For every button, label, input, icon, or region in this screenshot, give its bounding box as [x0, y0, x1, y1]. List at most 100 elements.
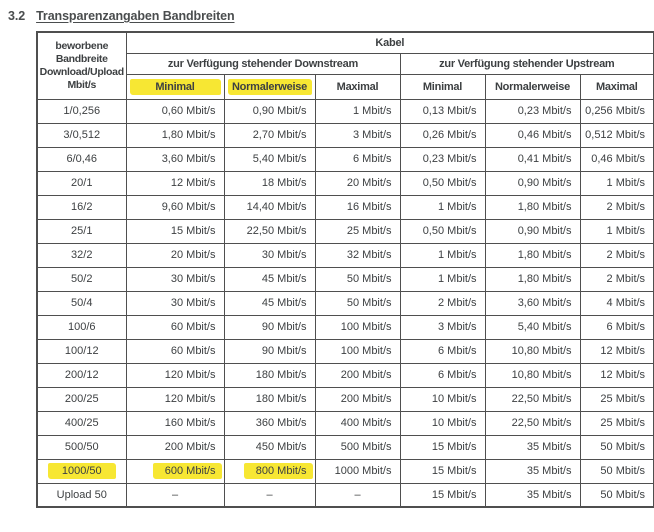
bandwidth-value-cell: 60 Mbit/s: [125, 314, 225, 340]
bandwidth-label-cell: 400/25: [36, 410, 127, 436]
subheader-downstream-maximal: Maximal: [314, 73, 401, 100]
bandwidth-value-cell: 3 Mbit/s: [399, 314, 486, 340]
highlight-mark: 600 Mbit/s: [152, 463, 222, 479]
bandwidth-value-cell: 15 Mbit/s: [125, 218, 225, 244]
bandwidth-value-cell: 50 Mbit/s: [579, 482, 654, 508]
table-row: 1000/50 600 Mbit/s 800 Mbit/s 1000 Mbit/s 15…: [36, 458, 654, 484]
bandwidth-value-cell: 90 Mbit/s: [223, 314, 316, 340]
bandwidth-value-cell: 2 Mbit/s: [579, 266, 654, 292]
header-kabel: Kabel: [125, 31, 654, 54]
bandwidth-value-cell: 50 Mbit/s: [579, 434, 654, 460]
bandwidth-value-cell: 50 Mbit/s: [579, 458, 654, 484]
bandwidth-value-cell: 12 Mbit/s: [125, 170, 225, 196]
bandwidth-label-cell: 16/2: [36, 194, 127, 220]
bandwidth-label-cell: 32/2: [36, 242, 127, 268]
table-row: 200/25 120 Mbit/s 180 Mbit/s 200 Mbit/s 10 M…: [36, 386, 654, 412]
bandwidth-value-cell: 0,512 Mbit/s: [579, 122, 654, 148]
bandwidth-value-cell: 18 Mbit/s: [223, 170, 316, 196]
bandwidth-value-cell: 25 Mbit/s: [579, 410, 654, 436]
bandwidth-label-cell: 50/2: [36, 266, 127, 292]
bandwidth-label-cell: 6/0,46: [36, 146, 127, 172]
bandwidth-value-cell: 14,40 Mbit/s: [223, 194, 316, 220]
bandwidth-value-cell: 1 Mbit/s: [399, 242, 486, 268]
bandwidth-value-cell: 0,60 Mbit/s: [125, 98, 225, 124]
bandwidth-value-cell: 22,50 Mbit/s: [223, 218, 316, 244]
bandwidth-value-cell: 5,40 Mbit/s: [223, 146, 316, 172]
bandwidth-value-cell: 1000 Mbit/s: [314, 458, 401, 484]
header-downstream: zur Verfügung stehender Downstream: [125, 52, 401, 75]
bandwidth-value-cell: 0,46 Mbit/s: [579, 146, 654, 172]
bandwidth-value-cell: 6 Mbit/s: [399, 362, 486, 388]
bandwidth-value-cell: 0,50 Mbit/s: [399, 170, 486, 196]
bandwidth-value-cell: 1,80 Mbit/s: [125, 122, 225, 148]
header-row-group: beworbene Bandbreite Download/Upload Mbi…: [36, 31, 654, 100]
bandwidth-value-cell: 10,80 Mbit/s: [484, 362, 581, 388]
bandwidth-value-cell: 360 Mbit/s: [223, 410, 316, 436]
table-row: 1/0,256 0,60 Mbit/s 0,90 Mbit/s 1 Mbit/s 0,1…: [36, 98, 654, 124]
bandwidth-value-cell: 0,90 Mbit/s: [484, 170, 581, 196]
bandwidth-value-cell: 1,80 Mbit/s: [484, 194, 581, 220]
highlight-mark: 800 Mbit/s: [243, 463, 313, 479]
bandwidth-label-cell: 500/50: [36, 434, 127, 460]
bandwidth-value-cell: 45 Mbit/s: [223, 290, 316, 316]
bandwidth-value-cell: 22,50 Mbit/s: [484, 410, 581, 436]
bandwidth-value-cell: 0,50 Mbit/s: [399, 218, 486, 244]
bandwidth-value-cell: 4 Mbit/s: [579, 290, 654, 316]
bandwidth-label-cell: 1000/50: [36, 458, 127, 484]
bandwidth-value-cell: 35 Mbit/s: [484, 482, 581, 508]
header-row-minmax: Minimal Normalerweise Maximal Minimal No…: [37, 73, 654, 100]
bandwidth-value-cell: 6 Mbit/s: [579, 314, 654, 340]
subheader-downstream-normalerweise: Normalerweise: [223, 73, 316, 100]
bandwidth-value-cell: 1,80 Mbit/s: [484, 242, 581, 268]
bandwidth-value-cell: 10,80 Mbit/s: [484, 338, 581, 364]
subheader-upstream-normalerweise: Normalerweise: [484, 73, 581, 100]
bandwidth-value-cell: 450 Mbit/s: [223, 434, 316, 460]
table-row: 32/2 20 Mbit/s 30 Mbit/s 32 Mbit/s 1 Mbit/s 1…: [36, 242, 654, 268]
bandwidth-value-cell: 500 Mbit/s: [314, 434, 401, 460]
bandwidth-value-cell: 0,23 Mbit/s: [399, 146, 486, 172]
bandwidth-value-cell: 1 Mbit/s: [314, 98, 401, 124]
table-row: 20/1 12 Mbit/s 18 Mbit/s 20 Mbit/s 0,50 Mbit…: [36, 170, 654, 196]
bandwidth-table: beworbene Bandbreite Download/Upload Mbi…: [36, 31, 654, 508]
bandwidth-value-cell: 90 Mbit/s: [223, 338, 316, 364]
bandwidth-value-cell: 1,80 Mbit/s: [484, 266, 581, 292]
bandwidth-value-cell: 0,90 Mbit/s: [223, 98, 316, 124]
bandwidth-value-cell: 16 Mbit/s: [314, 194, 401, 220]
table-row: 6/0,46 3,60 Mbit/s 5,40 Mbit/s 6 Mbit/s 0,23…: [36, 146, 654, 172]
bandwidth-value-cell: 200 Mbit/s: [314, 362, 401, 388]
bandwidth-value-cell: 35 Mbit/s: [484, 434, 581, 460]
section-title: Transparenzangaben Bandbreiten: [36, 9, 235, 23]
bandwidth-value-cell: 2 Mbit/s: [399, 290, 486, 316]
bandwidth-label-cell: 100/6: [36, 314, 127, 340]
bandwidth-label-cell: 25/1: [36, 218, 127, 244]
bandwidth-value-cell: 20 Mbit/s: [125, 242, 225, 268]
bandwidth-value-cell: 100 Mbit/s: [314, 314, 401, 340]
bandwidth-value-cell: 0,90 Mbit/s: [484, 218, 581, 244]
bandwidth-value-cell: 400 Mbit/s: [314, 410, 401, 436]
header-upstream: zur Verfügung stehender Upstream: [399, 52, 654, 75]
bandwidth-value-cell: 50 Mbit/s: [314, 290, 401, 316]
bandwidth-value-cell: 45 Mbit/s: [223, 266, 316, 292]
bandwidth-value-cell: 0,41 Mbit/s: [484, 146, 581, 172]
bandwidth-value-cell: 200 Mbit/s: [314, 386, 401, 412]
table-row: 50/2 30 Mbit/s 45 Mbit/s 50 Mbit/s 1 Mbit/s 1…: [36, 266, 654, 292]
bandwidth-value-cell: 200 Mbit/s: [125, 434, 225, 460]
bandwidth-value-cell: 30 Mbit/s: [223, 242, 316, 268]
bandwidth-value-cell: 3,60 Mbit/s: [125, 146, 225, 172]
bandwidth-value-cell: 50 Mbit/s: [314, 266, 401, 292]
bandwidth-value-cell: 2,70 Mbit/s: [223, 122, 316, 148]
bandwidth-value-cell: 9,60 Mbit/s: [125, 194, 225, 220]
bandwidth-value-cell: 12 Mbit/s: [579, 362, 654, 388]
bandwidth-label-cell: 20/1: [36, 170, 127, 196]
table-row: 400/25 160 Mbit/s 360 Mbit/s 400 Mbit/s 10 M…: [36, 410, 654, 436]
header-advertised-bandwidth: beworbene Bandbreite Download/Upload Mbi…: [36, 31, 127, 100]
bandwidth-value-cell: –: [223, 482, 316, 508]
table-row: 3/0,512 1,80 Mbit/s 2,70 Mbit/s 3 Mbit/s 0,2…: [36, 122, 654, 148]
table-row: 50/4 30 Mbit/s 45 Mbit/s 50 Mbit/s 2 Mbit/s 3…: [36, 290, 654, 316]
bandwidth-value-cell: 1 Mbit/s: [579, 218, 654, 244]
subheader-downstream-minimal: Minimal: [125, 73, 225, 100]
bandwidth-value-cell: 15 Mbit/s: [399, 458, 486, 484]
bandwidth-value-cell: 180 Mbit/s: [223, 386, 316, 412]
bandwidth-value-cell: 600 Mbit/s: [125, 458, 225, 484]
bandwidth-value-cell: 180 Mbit/s: [223, 362, 316, 388]
